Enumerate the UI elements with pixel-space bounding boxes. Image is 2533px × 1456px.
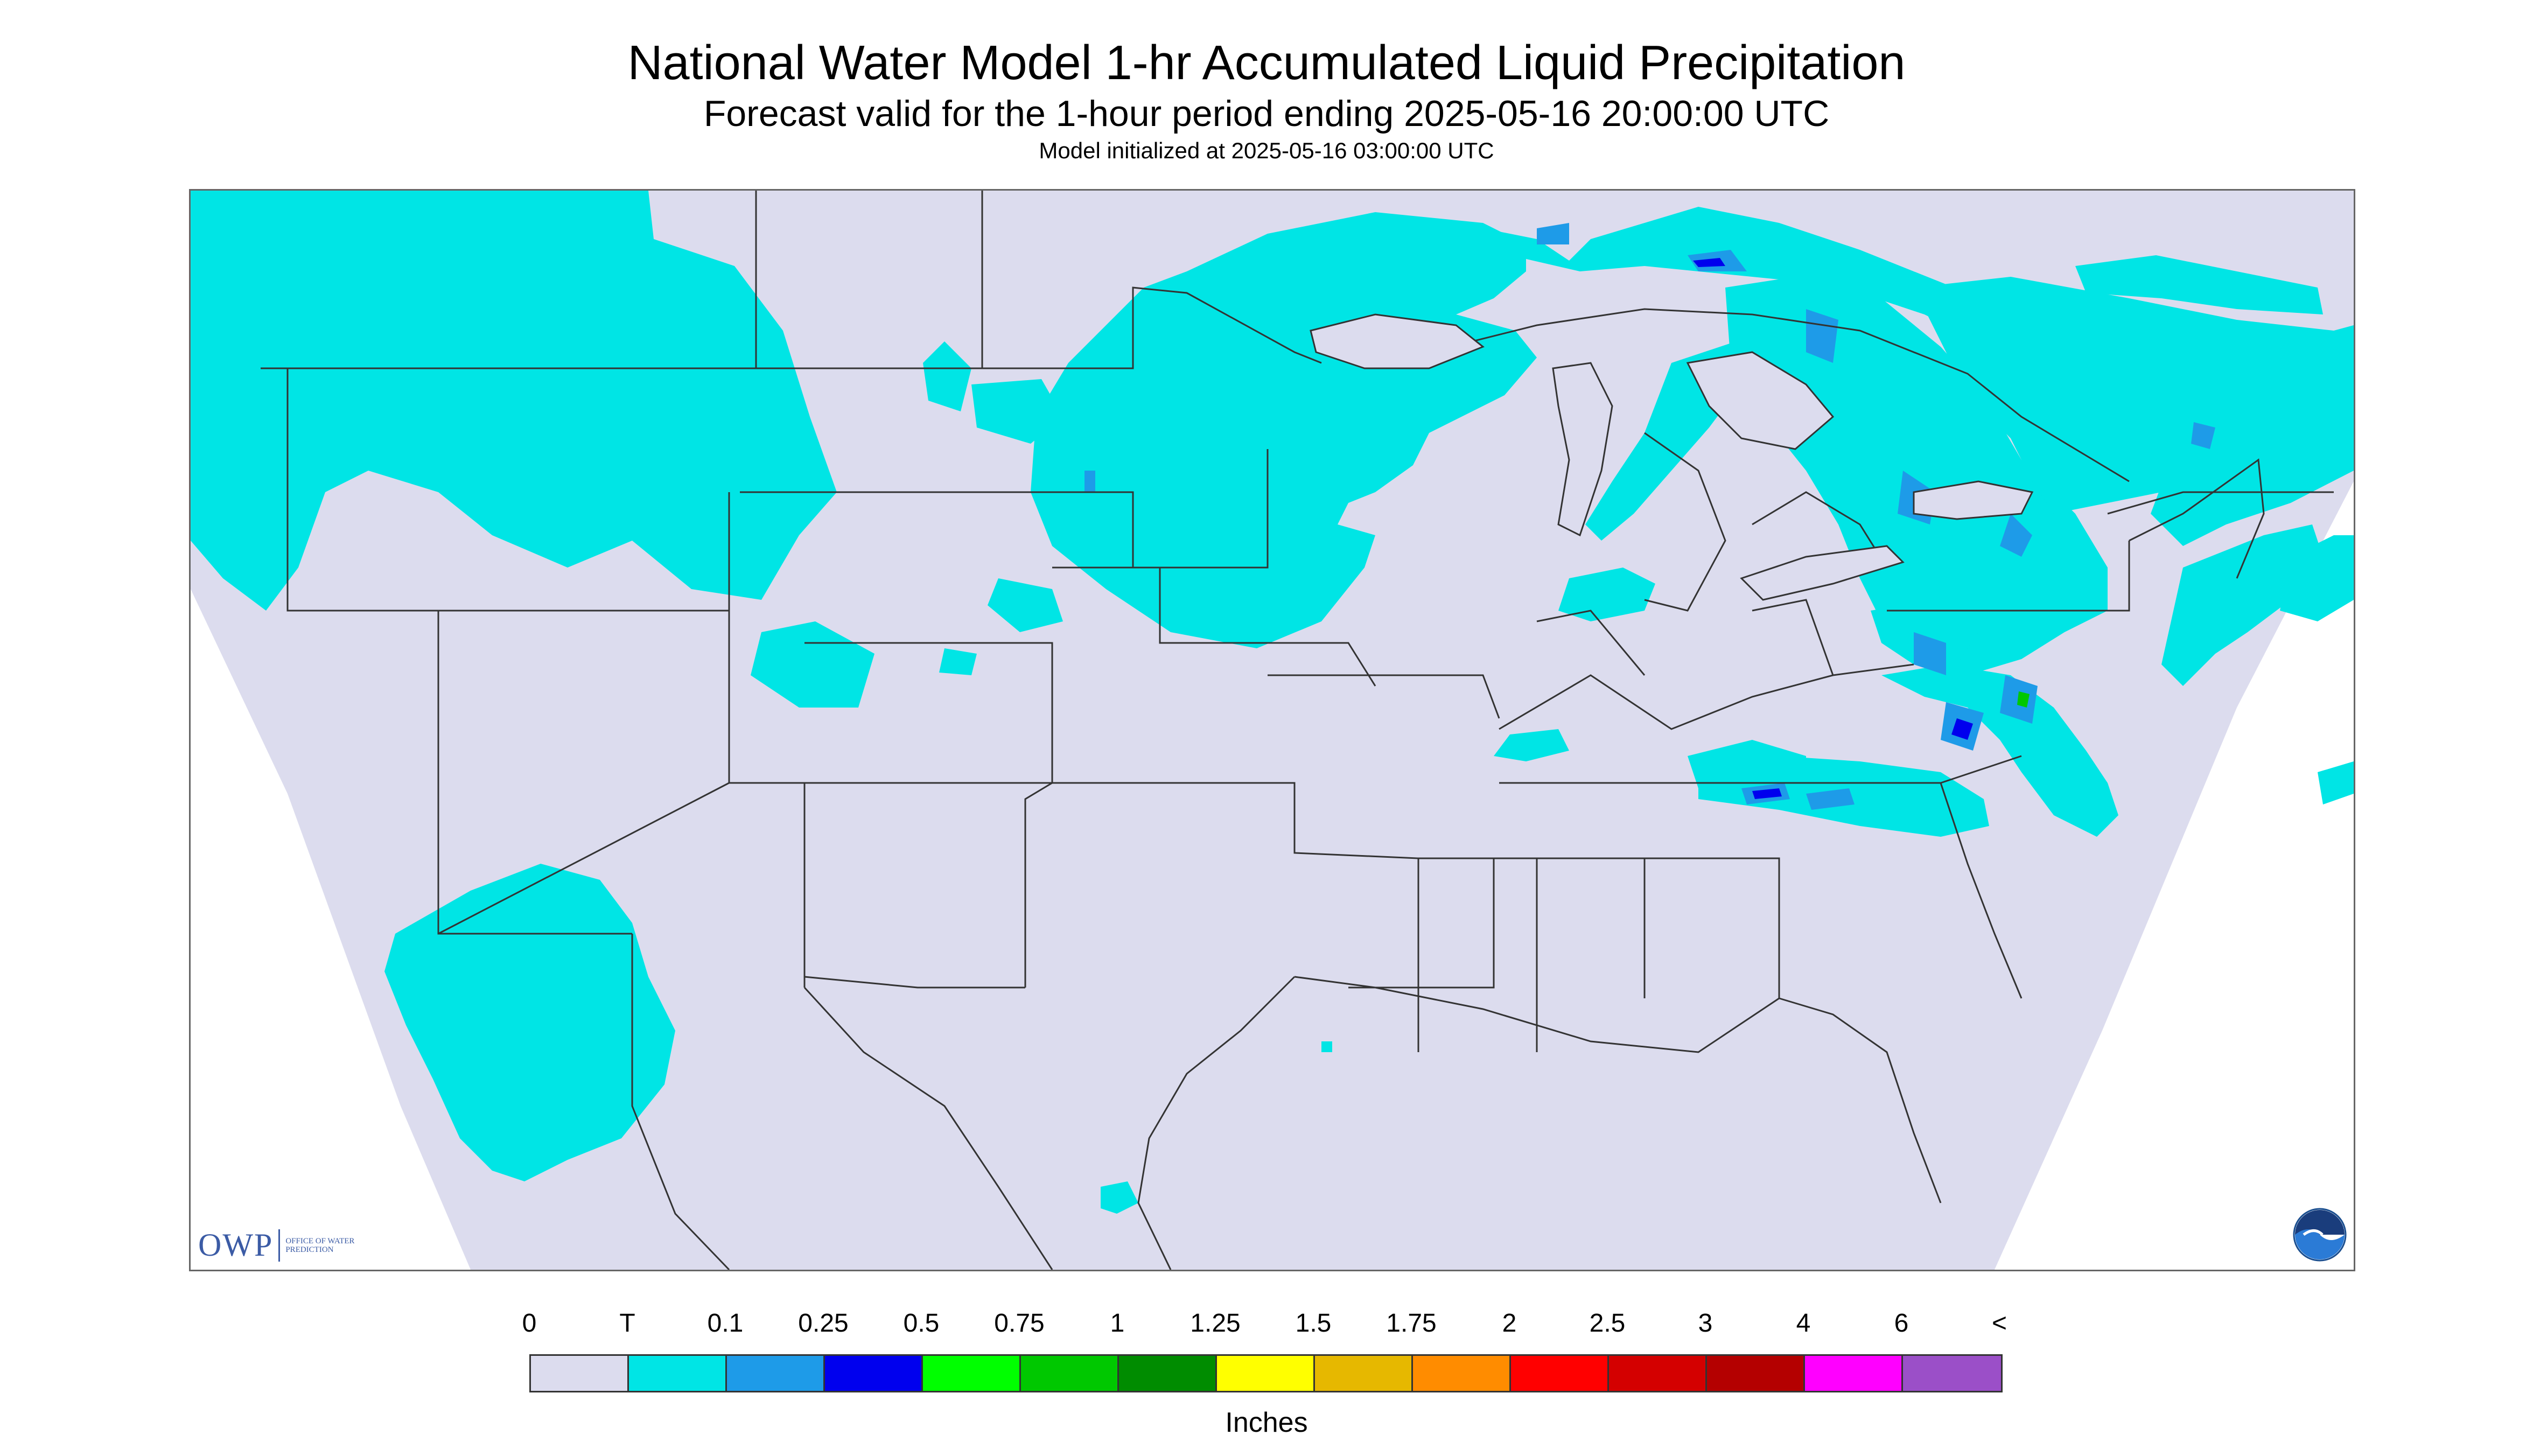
legend-tick-label: 1.75 <box>1386 1309 1437 1338</box>
legend-tick-label: 0.75 <box>994 1309 1045 1338</box>
legend-tick-label: 0.1 <box>707 1309 744 1338</box>
legend-swatch <box>1707 1356 1805 1391</box>
legend-tick-label: 2.5 <box>1589 1309 1626 1338</box>
legend-labels: 0 T 0.1 0.25 0.5 0.75 1 1.25 1.5 1.75 2 2.5 3 4 6 < <box>0 1308 2533 1341</box>
legend-swatch <box>825 1356 923 1391</box>
legend-tick-label: 1.25 <box>1190 1309 1241 1338</box>
great-lakes <box>1310 313 2034 601</box>
legend-swatch <box>1805 1356 1903 1391</box>
legend-tick-label: 2 <box>1502 1309 1517 1338</box>
noaa-logo-icon <box>2293 1208 2347 1262</box>
legend-swatch <box>531 1356 629 1391</box>
map-title: National Water Model 1-hr Accumulated Li… <box>627 36 1906 90</box>
no-data-region-west <box>191 589 471 1270</box>
model-init-line: Model initialized at 2025-05-16 03:00:00… <box>1039 138 1494 163</box>
owp-logo: OWP OFFICE OF WATER PREDICTION <box>198 1227 361 1264</box>
forecast-valid-subtitle: Forecast valid for the 1-hour period end… <box>703 93 1830 134</box>
legend-tick-label: 0.25 <box>798 1309 849 1338</box>
legend-colorbar <box>529 1354 2003 1392</box>
legend-tick-label: 1.5 <box>1295 1309 1332 1338</box>
no-data-region-east <box>1995 481 2354 1270</box>
map-canvas <box>191 191 2354 1270</box>
owp-logo-divider <box>278 1229 281 1262</box>
legend-tick-label: 4 <box>1796 1309 1811 1338</box>
legend-tick-label: 0 <box>522 1309 537 1338</box>
legend-swatch <box>1119 1356 1217 1391</box>
legend-swatch <box>629 1356 727 1391</box>
legend-tick-label: 3 <box>1698 1309 1713 1338</box>
legend-units-label: Inches <box>1225 1407 1308 1438</box>
legend-swatch <box>1413 1356 1511 1391</box>
legend-swatch <box>1021 1356 1119 1391</box>
boundary-lines <box>261 191 2334 1270</box>
legend-swatch <box>1511 1356 1609 1391</box>
legend-swatch <box>1903 1356 2001 1391</box>
owp-logo-mark: OWP <box>198 1227 274 1263</box>
legend-swatch <box>1315 1356 1413 1391</box>
heavier-precip-cells <box>1084 223 2215 810</box>
owp-logo-text: OFFICE OF WATER PREDICTION <box>285 1236 355 1254</box>
precipitation-map <box>189 189 2355 1271</box>
legend-tick-label: < <box>1991 1309 2007 1338</box>
legend-tick-label: 6 <box>1894 1309 1909 1338</box>
legend-swatch <box>1217 1356 1315 1391</box>
legend-tick-label: T <box>619 1309 635 1338</box>
legend-swatch <box>727 1356 825 1391</box>
legend-tick-label: 0.5 <box>903 1309 940 1338</box>
legend-tick-label: 1 <box>1110 1309 1125 1338</box>
legend-swatch <box>1609 1356 1707 1391</box>
legend-swatch <box>923 1356 1021 1391</box>
